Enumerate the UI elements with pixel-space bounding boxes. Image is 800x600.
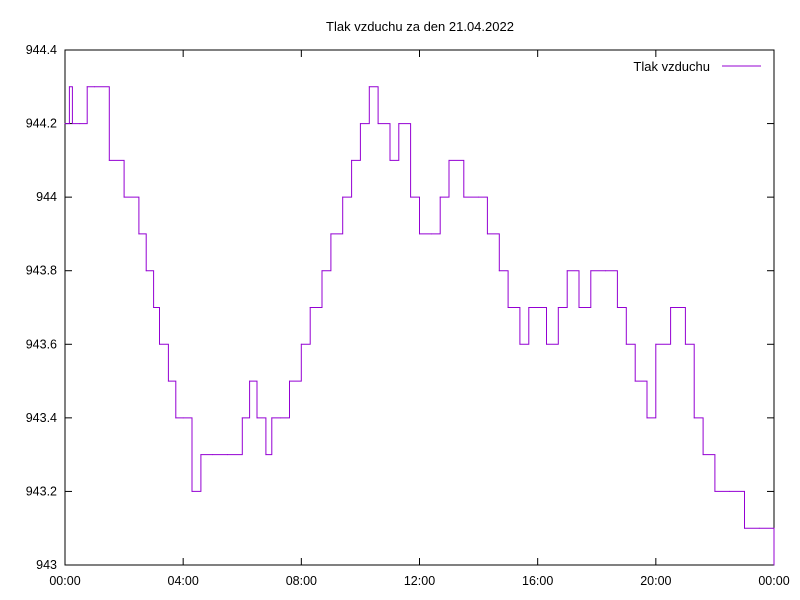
y-tick-label: 943 [36, 558, 57, 572]
data-point [271, 417, 273, 419]
data-point [280, 417, 282, 419]
data-point [670, 307, 672, 308]
data-point [714, 490, 716, 492]
data-point [94, 86, 96, 88]
data-point [389, 159, 391, 161]
data-point [226, 454, 228, 456]
x-tick-label: 12:00 [404, 574, 435, 588]
data-point [546, 343, 548, 345]
chart-title: Tlak vzduchu za den 21.04.2022 [326, 19, 514, 34]
data-point [138, 233, 140, 235]
data-point [256, 417, 258, 419]
y-tick-label: 944 [36, 190, 57, 204]
data-point [108, 159, 110, 161]
y-tick-label: 944.4 [26, 43, 57, 57]
data-point [439, 196, 441, 198]
data-point [486, 233, 488, 235]
data-point [507, 307, 509, 308]
data-point [498, 270, 500, 272]
data-point [212, 454, 214, 456]
data-point [773, 564, 775, 566]
data-point [605, 270, 607, 272]
data-point [448, 159, 450, 161]
data-point [729, 490, 731, 492]
data-point [191, 490, 193, 492]
y-tick-label: 943.2 [26, 484, 57, 498]
data-point [616, 307, 618, 308]
data-point [625, 343, 627, 345]
data-point [321, 270, 323, 272]
data-point [419, 233, 420, 235]
data-point [359, 123, 361, 125]
data-point [330, 233, 332, 235]
legend-label: Tlak vzduchu [633, 59, 710, 74]
data-point [167, 380, 169, 382]
data-point [528, 307, 530, 308]
data-point [430, 233, 432, 235]
data-point [578, 307, 580, 308]
x-tick-label: 16:00 [522, 574, 553, 588]
x-tick-label: 08:00 [286, 574, 317, 588]
y-tick-label: 943.4 [26, 411, 57, 425]
data-point [702, 454, 704, 456]
x-tick-label: 00:00 [758, 574, 789, 588]
data-point [300, 343, 302, 345]
data-point [410, 196, 412, 198]
data-point [342, 196, 344, 198]
data-point [684, 343, 686, 345]
series-line-0 [65, 86, 775, 565]
data-point [377, 123, 379, 125]
y-tick-label: 944.2 [26, 117, 57, 131]
data-point [634, 380, 636, 382]
data-point [289, 380, 291, 382]
data-point [693, 417, 695, 419]
data-point [655, 343, 657, 345]
data-point [159, 343, 161, 345]
data-point [182, 417, 184, 419]
data-point [478, 196, 480, 198]
plot-frame [64, 49, 775, 566]
plot-border [64, 49, 775, 566]
data-point [743, 527, 745, 529]
x-tick-label: 04:00 [168, 574, 199, 588]
data-point [519, 343, 521, 345]
data-point [646, 417, 648, 419]
data-point [249, 380, 251, 382]
data-point [153, 307, 155, 308]
series-layer [64, 86, 775, 566]
data-point [398, 123, 400, 125]
y-tick-label: 943.8 [26, 264, 57, 278]
x-tick-label: 00:00 [49, 574, 80, 588]
data-point [566, 270, 568, 272]
data-point [351, 159, 353, 161]
data-point [265, 454, 267, 456]
data-point [145, 270, 147, 272]
data-point [68, 86, 70, 88]
data-point [758, 527, 760, 529]
data-point [71, 123, 73, 125]
y-axis: 943 943.2 943.4 943.6 943.8 944 944.2 944.4 [26, 43, 774, 572]
data-point [175, 417, 177, 419]
legend: Tlak vzduchu [633, 59, 761, 74]
data-point [64, 123, 66, 125]
data-point [590, 270, 592, 272]
data-point [463, 196, 465, 198]
x-axis: 00:00 04:00 08:00 12:00 16:00 20:00 00:00 [49, 50, 790, 588]
y-tick-label: 943.6 [26, 337, 57, 351]
data-point [79, 123, 81, 125]
data-point [557, 307, 559, 308]
data-point [368, 86, 370, 88]
data-point [123, 196, 125, 198]
data-point [241, 417, 243, 419]
data-point [537, 307, 539, 308]
data-point [86, 86, 88, 88]
data-point [309, 307, 311, 308]
data-point [200, 454, 202, 456]
x-tick-label: 20:00 [640, 574, 671, 588]
